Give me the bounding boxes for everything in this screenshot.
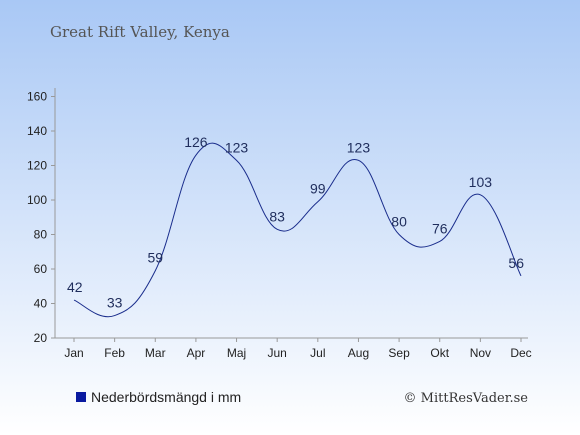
- x-tick-label: Jun: [268, 346, 287, 360]
- data-label: 33: [107, 295, 123, 311]
- x-tick-label: Jul: [310, 346, 325, 360]
- y-tick-label: 80: [34, 228, 48, 242]
- data-label: 126: [184, 134, 208, 150]
- data-label: 80: [391, 214, 407, 230]
- x-tick-label: Nov: [470, 346, 491, 360]
- y-tick-label: 100: [27, 193, 47, 207]
- series-line: [73, 142, 522, 318]
- x-tick-label: Sep: [388, 346, 410, 360]
- x-tick-label: Dec: [510, 346, 531, 360]
- y-ticks: 20 40 60 80 100 120 140 160: [27, 90, 55, 345]
- chart-title: Great Rift Valley, Kenya: [50, 23, 230, 41]
- data-label: 76: [432, 220, 448, 236]
- x-tick-label: Okt: [430, 346, 449, 360]
- legend-marker: [76, 392, 86, 402]
- data-label: 59: [147, 250, 163, 266]
- x-ticks: Jan Feb Mar Apr Maj Jun Jul Aug Sep Okt Nov Dec: [64, 338, 532, 360]
- data-label: 123: [225, 139, 249, 155]
- legend: Nederbördsmängd i mm: [76, 389, 241, 405]
- x-tick-label: Jan: [64, 346, 83, 360]
- credit-text: © MittResVader.se: [404, 391, 529, 406]
- x-tick-label: Mar: [145, 346, 166, 360]
- data-label: 56: [508, 255, 524, 271]
- x-tick-label: Maj: [227, 346, 246, 360]
- x-tick-label: Feb: [104, 346, 125, 360]
- data-label: 42: [67, 279, 83, 295]
- data-label: 103: [469, 174, 493, 190]
- y-tick-label: 40: [34, 297, 48, 311]
- data-label: 123: [347, 139, 371, 155]
- x-tick-label: Apr: [187, 346, 206, 360]
- data-label: 83: [269, 208, 285, 224]
- y-tick-label: 140: [27, 124, 47, 138]
- y-tick-label: 20: [34, 331, 48, 345]
- y-tick-label: 60: [34, 262, 48, 276]
- data-labels: 42 33 59 126 123 83 99 123 80 76 103 56: [67, 134, 524, 310]
- data-label: 99: [310, 181, 326, 197]
- legend-label: Nederbördsmängd i mm: [91, 389, 241, 405]
- x-tick-label: Aug: [348, 346, 369, 360]
- y-tick-label: 160: [27, 90, 47, 104]
- y-tick-label: 120: [27, 159, 47, 173]
